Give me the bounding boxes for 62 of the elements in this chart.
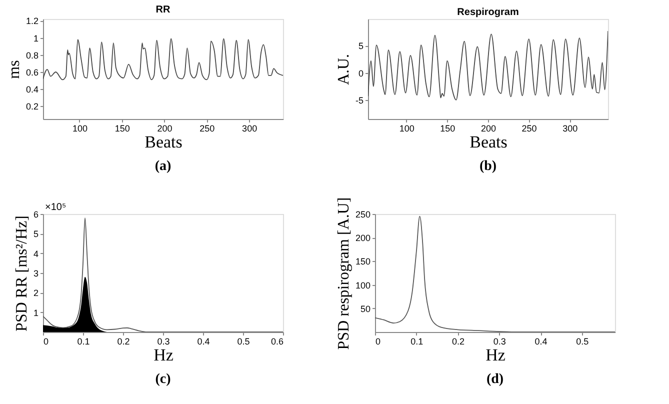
x-tick-label: 250 bbox=[200, 124, 215, 134]
line-series bbox=[43, 217, 283, 332]
x-tick-label: 0.2 bbox=[452, 336, 465, 346]
y-axis-title: A.U. bbox=[336, 54, 352, 86]
x-tick-label: 0.6 bbox=[270, 336, 284, 346]
x-tick-label: 150 bbox=[114, 124, 130, 134]
y-tick-label: 2 bbox=[33, 288, 38, 298]
y-axis-title: PSD respirogram [A.U] bbox=[335, 197, 352, 350]
x-tick-label: 0.3 bbox=[493, 336, 506, 346]
x-tick-label: 0.2 bbox=[117, 336, 130, 346]
y-tick-label: 0.4 bbox=[26, 84, 38, 95]
x-tick-label: 0 bbox=[44, 336, 49, 346]
y-tick-label: 100 bbox=[355, 280, 370, 290]
chart-title: RR bbox=[156, 4, 171, 16]
x-tick-label: 0.1 bbox=[410, 336, 424, 346]
x-tick-label: 250 bbox=[522, 124, 537, 134]
y-tick-label: 5 bbox=[33, 229, 38, 240]
x-tick-label: 300 bbox=[242, 124, 258, 134]
line-series bbox=[368, 30, 608, 100]
x-axis-title: Hz bbox=[154, 346, 174, 364]
y-tick-label: 50 bbox=[360, 304, 370, 314]
text: ×10⁵ bbox=[45, 202, 66, 213]
x-axis-title: Beats bbox=[144, 132, 182, 152]
y-axis-title: ms bbox=[6, 60, 23, 79]
x-tick-label: 150 bbox=[440, 124, 456, 134]
y-tick-label: 150 bbox=[355, 256, 370, 267]
x-tick-label: 0.3 bbox=[157, 336, 170, 346]
x-tick-label: 200 bbox=[480, 124, 496, 134]
line-series bbox=[43, 38, 283, 80]
x-axis-title: Hz bbox=[486, 346, 506, 364]
text: (c) bbox=[155, 372, 172, 387]
y-tick-label: 1 bbox=[33, 33, 38, 44]
x-tick-label: 0.4 bbox=[534, 336, 548, 346]
x-tick-label: 0 bbox=[376, 336, 381, 346]
y-tick-label: 5 bbox=[358, 41, 364, 52]
text: (d) bbox=[486, 372, 504, 387]
y-tick-label: 6 bbox=[33, 210, 38, 220]
x-tick-label: 100 bbox=[72, 124, 88, 134]
x-tick-label: 300 bbox=[562, 124, 578, 134]
y-tick-label: 200 bbox=[355, 233, 370, 244]
x-tick-label: 0.5 bbox=[237, 336, 250, 346]
y-tick-label: 250 bbox=[355, 210, 370, 220]
text: (a) bbox=[154, 159, 172, 174]
y-tick-label: 1.2 bbox=[26, 16, 38, 26]
x-tick-label: 0.1 bbox=[77, 336, 90, 346]
line-series bbox=[375, 216, 615, 332]
y-tick-label: 0.6 bbox=[26, 67, 38, 78]
chart-title: Respirogram bbox=[457, 7, 519, 18]
x-tick-label: 0.5 bbox=[576, 336, 589, 346]
y-tick-label: 0.8 bbox=[26, 50, 38, 60]
y-axis-title: PSD RR [ms²/Hz] bbox=[13, 216, 30, 332]
y-tick-label: 4 bbox=[33, 248, 38, 259]
x-tick-label: 200 bbox=[157, 124, 172, 134]
y-tick-label: -5 bbox=[355, 95, 364, 106]
y-tick-label: 0.2 bbox=[26, 102, 38, 112]
x-tick-label: 0.4 bbox=[197, 336, 210, 346]
y-tick-label: 0 bbox=[358, 68, 364, 78]
text: (b) bbox=[479, 159, 497, 174]
y-tick-label: 1 bbox=[33, 308, 38, 318]
x-axis-title: Beats bbox=[470, 132, 508, 152]
y-tick-label: 3 bbox=[33, 268, 38, 278]
x-tick-label: 100 bbox=[399, 124, 414, 134]
